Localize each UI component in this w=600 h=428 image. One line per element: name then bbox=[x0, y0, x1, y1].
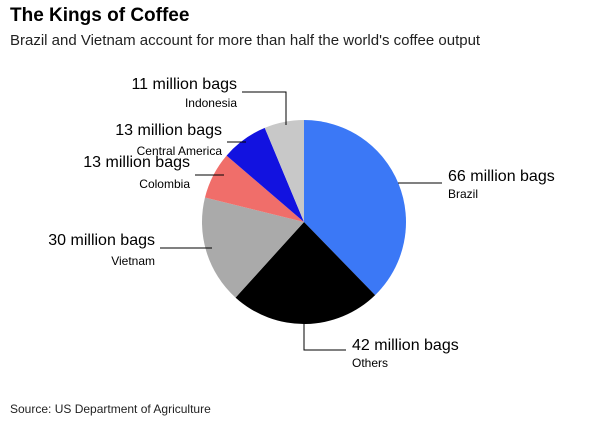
data-label: 13 million bags bbox=[83, 154, 190, 171]
category-label: Central America bbox=[137, 144, 223, 158]
data-label: 11 million bags bbox=[131, 76, 237, 93]
category-label: Brazil bbox=[448, 187, 478, 201]
category-label: Vietnam bbox=[111, 254, 155, 268]
pie-slice bbox=[304, 120, 407, 296]
chart-subtitle: Brazil and Vietnam account for more than… bbox=[10, 32, 481, 49]
pie-slice bbox=[202, 197, 304, 298]
chart-title: The Kings of Coffee bbox=[10, 5, 189, 26]
data-label: 66 million bags bbox=[448, 168, 555, 185]
category-label: Indonesia bbox=[185, 96, 237, 110]
category-label: Colombia bbox=[139, 177, 190, 191]
data-label: 30 million bags bbox=[48, 232, 155, 249]
leader-line bbox=[242, 91, 287, 125]
category-label: Others bbox=[352, 356, 388, 370]
pie-slice bbox=[204, 155, 304, 222]
data-label: 13 million bags bbox=[115, 122, 222, 139]
pie-slice bbox=[264, 120, 304, 222]
pie-slice bbox=[235, 222, 376, 324]
data-label: 42 million bags bbox=[352, 337, 459, 354]
source-note: Source: US Department of Agriculture bbox=[10, 402, 211, 416]
leader-line bbox=[303, 312, 346, 351]
pie-slice bbox=[226, 127, 304, 222]
